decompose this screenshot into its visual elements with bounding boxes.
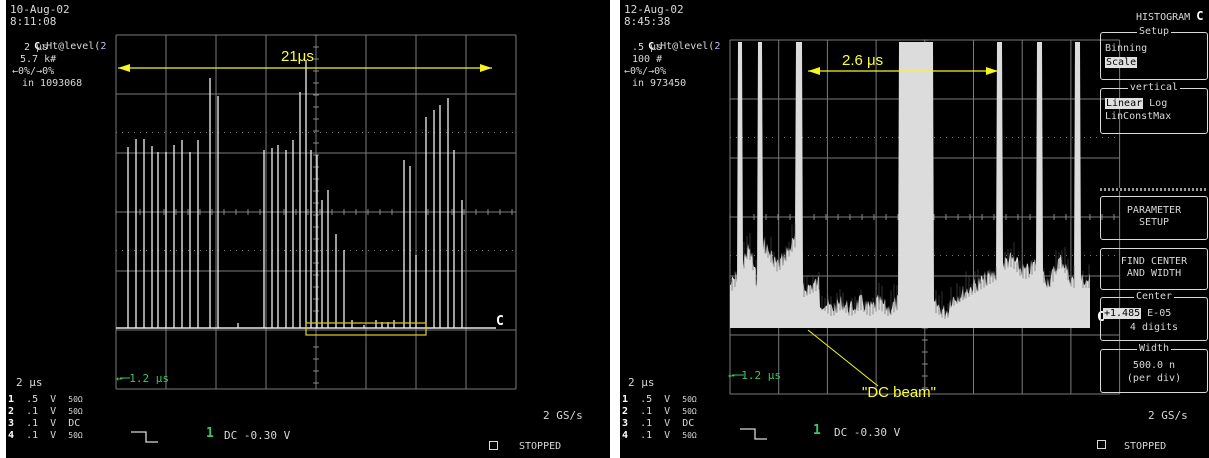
parameter-setup-button[interactable]: PARAMETER SETUP [1100, 196, 1208, 240]
scale-option[interactable]: Scale [1105, 57, 1138, 68]
setup-menu-title: Setup [1136, 26, 1172, 37]
trace-line-2: 100 # [632, 54, 663, 65]
waveform-display-left [115, 34, 517, 443]
trigger-edge-icon [131, 431, 158, 443]
parameter-setup-line1: PARAMETER [1126, 205, 1182, 216]
trace-id-badge: C [34, 41, 41, 52]
log-option[interactable]: Log [1149, 98, 1168, 109]
timebase-readout: 2 μs [628, 376, 655, 389]
date-readout: 12-Aug-02 [624, 3, 684, 16]
time-readout: 8:11:08 [10, 15, 57, 28]
scope-screen-right: 12-Aug-02 8:45:38 C:Ht@level(2 .5 μs 100… [620, 0, 1209, 458]
find-center-line1: FIND CENTER [1120, 256, 1188, 267]
trigger-level: DC -0.30 V [224, 429, 291, 442]
channel-row[interactable]: 4 .1 V 50Ω [8, 430, 83, 441]
width-menu-title: Width [1136, 343, 1172, 354]
status-square-icon [489, 441, 498, 450]
histogram-fill [730, 42, 1090, 328]
trace-source: 2 [100, 41, 107, 52]
measurement-arrow [118, 64, 492, 72]
dc-beam-annotation: "DC beam" [862, 384, 937, 401]
linear-option[interactable]: Linear [1105, 98, 1144, 109]
linconstmax-option[interactable]: LinConstMax [1105, 111, 1172, 122]
timebase-readout: 2 μs [16, 376, 43, 389]
channel-row[interactable]: 3 .1 V DC [622, 418, 695, 429]
parameter-setup-line2: SETUP [1138, 217, 1170, 228]
histogram-spikes [731, 223, 1090, 319]
channel-row[interactable]: 1 .5 V 50Ω [622, 394, 697, 405]
trigger-channel: 1 [206, 426, 214, 441]
trace-line-4: in 1093068 [22, 78, 83, 89]
trace-line-4: in 973450 [632, 78, 687, 89]
channel-row[interactable]: 4 .1 V 50Ω [622, 430, 697, 441]
signal-pulses [127, 60, 463, 328]
trace-reference-marker: C [496, 314, 504, 329]
trace-descriptor[interactable]: C:Ht@level(2 [10, 30, 106, 63]
binning-option[interactable]: Binning [1105, 43, 1148, 54]
find-center-width-button[interactable]: FIND CENTER AND WIDTH [1100, 248, 1208, 290]
menu-separator [1100, 188, 1208, 191]
center-menu-title: Center [1133, 291, 1175, 302]
trace-function: :Ht@level( [654, 41, 715, 52]
graticule [115, 34, 517, 390]
cursor-readout: ← 1.2 μs [116, 372, 169, 385]
width-value[interactable]: 500.0 n [1132, 360, 1176, 371]
vertical-menu-button[interactable]: vertical Linear Log LinConstMax [1100, 82, 1208, 134]
sample-rate: 2 GS/s [1148, 409, 1188, 422]
trace-descriptor[interactable]: C:Ht@level(2 [624, 30, 720, 63]
channel-row[interactable]: 2 .1 V 50Ω [8, 406, 83, 417]
trigger-level: DC -0.30 V [834, 426, 901, 439]
setup-menu-button[interactable]: Setup Binning Scale [1100, 26, 1208, 80]
trace-source: 2 [714, 41, 721, 52]
trigger-channel: 1 [813, 423, 821, 438]
measurement-arrow [808, 67, 998, 75]
histogram-display-right [729, 39, 1121, 440]
acquisition-status: STOPPED [519, 441, 562, 452]
trace-line-3: ←0%/→0% [12, 66, 55, 77]
trigger-edge-icon [740, 428, 767, 440]
date-readout: 10-Aug-02 [10, 3, 70, 16]
trace-id-badge: C [648, 41, 655, 52]
trace-line-1: .5 μs [632, 42, 663, 53]
dc-beam-pointer [807, 329, 879, 387]
channel-row[interactable]: 3 .1 V DC [8, 418, 81, 429]
channel-row[interactable]: 1 .5 V 50Ω [8, 394, 83, 405]
center-digits: 4 digits [1129, 322, 1179, 333]
width-menu-button[interactable]: Width 500.0 n (per div) [1100, 343, 1208, 393]
measurement-label: 21μs [281, 48, 314, 65]
highlight-box [305, 322, 427, 336]
trace-line-2: 5.7 k# [20, 54, 57, 65]
trace-line-1: 2 μs [24, 42, 49, 53]
scope-screen-left: 10-Aug-02 8:11:08 C:Ht@level(2 2 μs 5.7 … [6, 0, 610, 458]
channel-row[interactable]: 2 .1 V 50Ω [622, 406, 697, 417]
cursor-readout: ← 1.2 μs [728, 369, 781, 382]
center-exponent: E-05 [1147, 308, 1172, 319]
sample-rate: 2 GS/s [543, 409, 583, 422]
find-center-line2: AND WIDTH [1126, 268, 1182, 279]
trace-line-3: ←0%/→0% [624, 66, 667, 77]
measurement-label: 2.6 μs [842, 52, 884, 69]
center-menu-button[interactable]: Center +1.485 E-05 4 digits [1100, 291, 1208, 341]
width-unit: (per div) [1126, 373, 1182, 384]
menu-header: HISTOGRAM C [1136, 9, 1204, 23]
trace-function: :Ht@level( [40, 41, 101, 52]
status-square-icon [1097, 440, 1106, 449]
center-value[interactable]: +1.485 [1103, 308, 1142, 319]
acquisition-status: STOPPED [1124, 441, 1167, 452]
time-readout: 8:45:38 [624, 15, 671, 28]
vertical-menu-title: vertical [1127, 82, 1181, 93]
